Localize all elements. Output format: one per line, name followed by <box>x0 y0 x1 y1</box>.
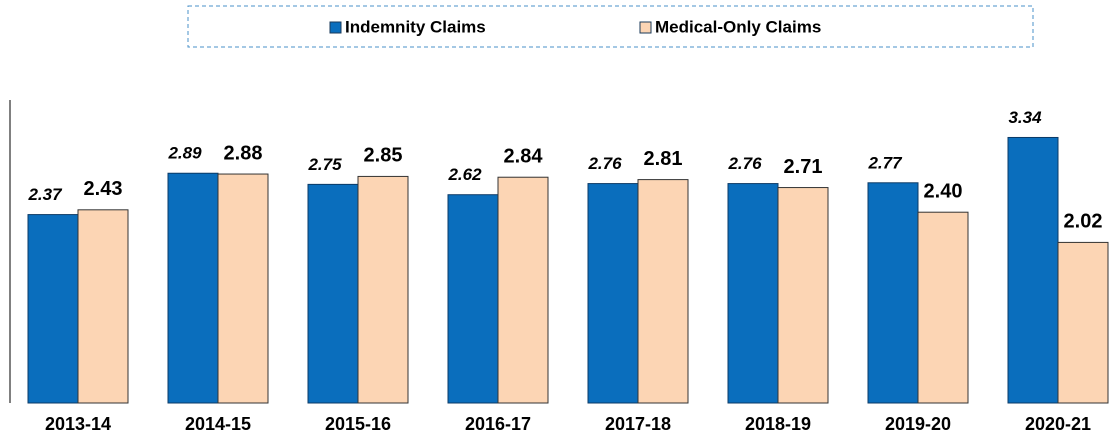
data-label: 2.02 <box>1064 211 1103 233</box>
data-label: 2.88 <box>224 142 263 164</box>
bar <box>917 211 969 404</box>
bar <box>1007 136 1059 404</box>
data-label: 2.84 <box>504 146 544 168</box>
legend-swatch <box>639 21 652 34</box>
x-tick-label: 2017-18 <box>605 414 671 434</box>
bar <box>77 209 129 404</box>
x-tick-label: 2015-16 <box>325 414 391 434</box>
data-label: 2.40 <box>924 180 963 202</box>
data-label: 3.34 <box>1008 108 1042 127</box>
bar <box>217 173 269 404</box>
bar <box>777 187 829 404</box>
bar <box>867 182 919 404</box>
data-label: 2.89 <box>167 144 202 163</box>
legend-box <box>187 5 1034 48</box>
x-tick-label: 2016-17 <box>465 414 531 434</box>
x-tick-label: 2013-14 <box>45 414 111 434</box>
data-label: 2.81 <box>644 148 683 170</box>
bar <box>357 175 409 404</box>
legend-swatch <box>329 21 342 34</box>
bar <box>497 176 549 404</box>
data-label: 2.62 <box>447 165 482 184</box>
legend-label: Medical-Only Claims <box>655 17 821 36</box>
bar <box>587 183 639 404</box>
bar <box>167 172 219 404</box>
bar <box>307 183 359 404</box>
bar <box>27 214 79 404</box>
bar <box>637 179 689 404</box>
data-label: 2.85 <box>364 145 403 167</box>
legend-label: Indemnity Claims <box>345 17 486 36</box>
x-tick-label: 2018-19 <box>745 414 811 434</box>
x-tick-label: 2020-21 <box>1025 414 1091 434</box>
bar <box>1057 241 1109 404</box>
data-label: 2.37 <box>27 185 63 204</box>
bar <box>727 183 779 404</box>
data-label: 2.75 <box>307 155 342 174</box>
data-label: 2.77 <box>867 153 903 172</box>
x-tick-label: 2014-15 <box>185 414 251 434</box>
data-label: 2.76 <box>727 154 762 173</box>
x-tick-label: 2019-20 <box>885 414 951 434</box>
data-label: 2.71 <box>784 156 823 178</box>
data-label: 2.43 <box>84 178 123 200</box>
bar <box>447 194 499 404</box>
data-label: 2.76 <box>587 154 622 173</box>
